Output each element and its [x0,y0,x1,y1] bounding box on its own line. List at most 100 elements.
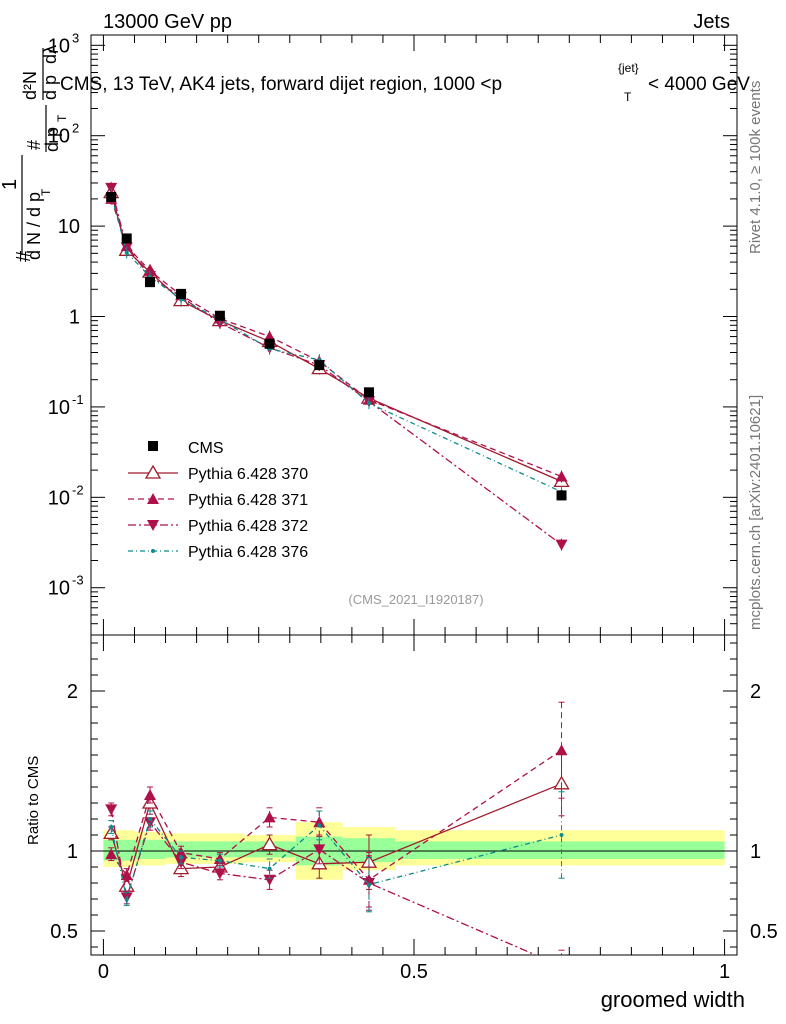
header-left: 13000 GeV pp [103,11,232,33]
ratio-series-point-3 [217,858,222,863]
ratio-series-point-1 [144,789,157,800]
cms-data-point [121,233,132,244]
main-series-point-1 [555,470,568,482]
legend-label-cms: CMS [188,440,224,457]
ratio-series-point-3 [317,823,322,828]
legend-marker-3 [151,549,155,553]
y-tick-exponent: 2 [72,121,79,136]
legend-marker-cms [148,441,158,451]
title-sub: T [624,90,632,104]
y-tick-label: 10 [48,35,70,57]
legend-marker-0 [144,464,162,479]
cms-data-point [363,387,374,398]
ratio-series-point-3 [559,833,564,837]
y-tick-label: 1 [69,307,80,329]
ratio-bands [91,822,737,880]
x-tick-label: 0.5 [400,961,428,983]
y-tick-label: 10 [48,397,70,419]
main-series-point-2 [555,539,568,551]
x-axis-label: groomed width [601,987,745,1012]
ratio-series-point-2 [263,874,276,886]
ratio-y-tick-label-right: 2 [750,681,761,703]
legend: CMS Pythia 6.428 370 Pythia 6.428 371 Pythi… [128,440,308,561]
cms-data-point [145,277,156,288]
title-sup: {jet} [618,61,639,75]
rivet-label: Rivet 4.1.0, ≥ 100k events [747,81,764,254]
ratio-series-point-1 [555,744,568,756]
ratio-series [103,701,570,972]
cms-data-point [556,490,567,501]
ratio-series-point-3 [267,866,272,871]
watermark: (CMS_2021_I1920187) [348,592,483,607]
ylabel-sub1: T [39,188,53,196]
ylabel-sub2: T [55,114,69,122]
ratio-series-point-0 [261,836,278,851]
legend-label-0: Pythia 6.428 370 [188,466,308,483]
y-tick-exponent: -2 [72,482,84,497]
ylabel-num2: # [24,140,44,150]
y-tick-label: 10 [48,487,70,509]
main-series-line-1 [110,198,562,478]
ratio-series-point-1 [313,816,326,828]
ratio-series-point-2 [213,868,226,880]
main-series-point-3 [366,401,371,406]
main-data-points [106,191,567,501]
ylabel-one: 1 [0,179,21,190]
ratio-series-point-3 [124,897,129,901]
legend-marker-2 [147,520,159,531]
main-series-line-3 [110,194,562,493]
cms-data-point [264,338,275,349]
ratio-series-point-1 [105,848,118,860]
y-tick-exponent: -3 [72,573,84,588]
ratio-series-point-1 [175,846,188,858]
y-tick-label: 10 [48,126,70,148]
cms-data-point [214,310,225,321]
legend-label-2: Pythia 6.428 372 [188,518,308,535]
ratio-series-point-2 [313,844,326,856]
ratio-y-tick-label: 0.5 [50,921,78,943]
ratio-y-tick-label: 1 [67,841,78,863]
main-series [103,181,570,551]
x-tick-label: 0 [98,961,109,983]
ratio-band-green [134,839,166,859]
cms-data-point [314,360,325,371]
header-right: Jets [693,11,730,33]
ylabel-den2: d p [42,127,62,152]
ratio-series-point-3 [148,817,153,821]
mcplots-label: mcplots.cern.ch [arXiv:2401.10621] [747,395,764,630]
ratio-y-tick-label-right: 1 [750,841,761,863]
ratio-band-green [118,839,135,861]
y-tick-exponent: -1 [72,392,84,407]
ylabel-hash: # [13,250,35,262]
ratio-y-tick-label: 2 [67,681,78,703]
ratio-series-point-2 [556,961,568,972]
plot-title: CMS, 13 TeV, AK4 jets, forward dijet reg… [60,61,750,104]
ratio-y-label: Ratio to CMS [25,756,42,845]
ylabel-frac3-num: d²N [20,71,40,100]
main-series-point-3 [124,250,129,255]
ratio-y-tick-label-right: 0.5 [750,921,778,943]
legend-label-1: Pythia 6.428 371 [188,492,308,509]
ratio-plot-frame [90,634,738,956]
ratio-series-point-2 [105,804,118,816]
main-y-axis-label: # 1 d N / d p # d p d²N d p dλ T T [0,45,69,262]
y-tick-label: 10 [48,578,70,600]
ylabel-den1: d N / d p [24,192,44,260]
ratio-series-point-1 [263,811,276,823]
x-tick-label: 1 [719,961,730,983]
ratio-axes: 0 0.5 1 0.5 0.5 1 1 2 2 [50,635,778,983]
legend-marker-1 [147,493,159,504]
main-series-line-0 [110,192,562,483]
y-tick-label: 10 [58,216,80,238]
ratio-series-point-3 [366,882,371,887]
ratio-series-point-3 [109,825,114,829]
y-tick-exponent: 3 [72,30,79,45]
ratio-band-green [395,841,725,859]
ratio-band-green [196,841,244,858]
cms-data-point [106,191,117,202]
ratio-series-point-3 [179,855,184,860]
main-series-line-2 [110,187,562,546]
ylabel-lambda: dλ [40,45,60,64]
